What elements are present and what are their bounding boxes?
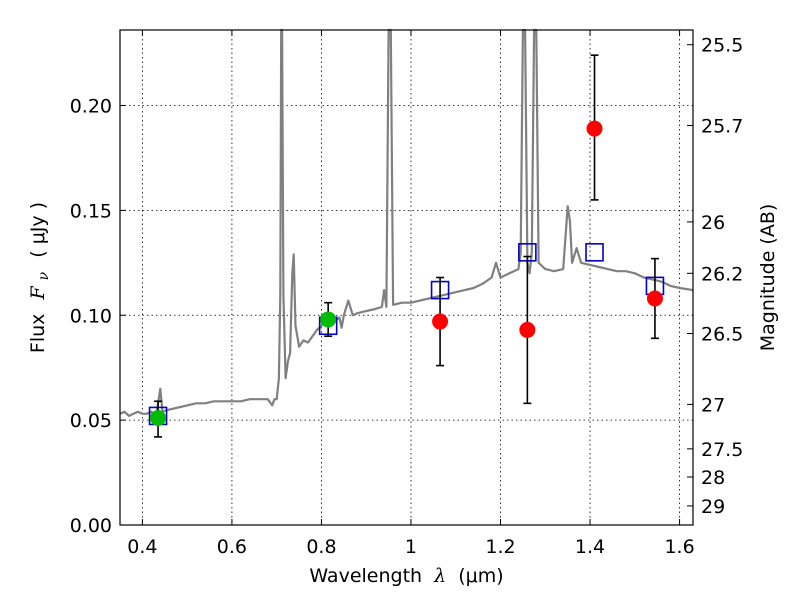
y-tick-label: 0.00 [70, 515, 112, 537]
grid-lines [120, 30, 693, 526]
detection-point [320, 311, 337, 328]
error-bars [154, 54, 659, 438]
observed-points [150, 120, 663, 427]
y2-tick-label: 25.7 [701, 115, 743, 137]
y-tick-label: 0.10 [70, 305, 112, 327]
x-tick-label: 0.4 [127, 536, 157, 558]
y2-tick-label: 27 [701, 394, 725, 416]
observed-point [586, 120, 603, 137]
y2-tick-label: 25.5 [701, 35, 743, 57]
y2-tick-label: 27.5 [701, 439, 743, 461]
model-spectrum-line [119, 28, 694, 417]
y2-tick-label: 26 [701, 212, 725, 234]
x-tick-label: 1.2 [485, 536, 515, 558]
x-tick-label: 1.4 [575, 536, 605, 558]
y-tick-label: 0.20 [70, 96, 112, 118]
axis-ticks: 0.4 0.6 0.8 1 1.2 1.4 1.6 0.00 0.05 0.10 0.15 0.20 2… [70, 30, 743, 558]
x-tick-label: 1 [405, 536, 417, 558]
y-axis-label: Flux F ν ( μJy ) [27, 202, 53, 353]
y2-tick-label: 26.5 [701, 324, 743, 346]
y2-axis-label: Magnitude (AB) [757, 204, 779, 352]
y-tick-label: 0.05 [70, 410, 112, 432]
model-photometry-series [148, 243, 665, 426]
observed-point [519, 321, 536, 338]
detection-point [150, 410, 167, 427]
observed-point [646, 290, 663, 307]
model-photometry-square [585, 243, 604, 262]
x-tick-label: 0.8 [306, 536, 336, 558]
y2-tick-label: 26.2 [701, 263, 743, 285]
x-tick-label: 0.6 [217, 536, 247, 558]
model-spectrum [119, 28, 694, 417]
y2-tick-label: 29 [701, 496, 725, 518]
x-tick-label: 1.6 [664, 536, 694, 558]
observed-point [432, 313, 449, 330]
x-axis-label: Wavelength λ (μm) [309, 565, 503, 587]
y2-tick-label: 28 [701, 467, 725, 489]
plot-frame [119, 29, 694, 526]
y-tick-label: 0.15 [70, 200, 112, 222]
